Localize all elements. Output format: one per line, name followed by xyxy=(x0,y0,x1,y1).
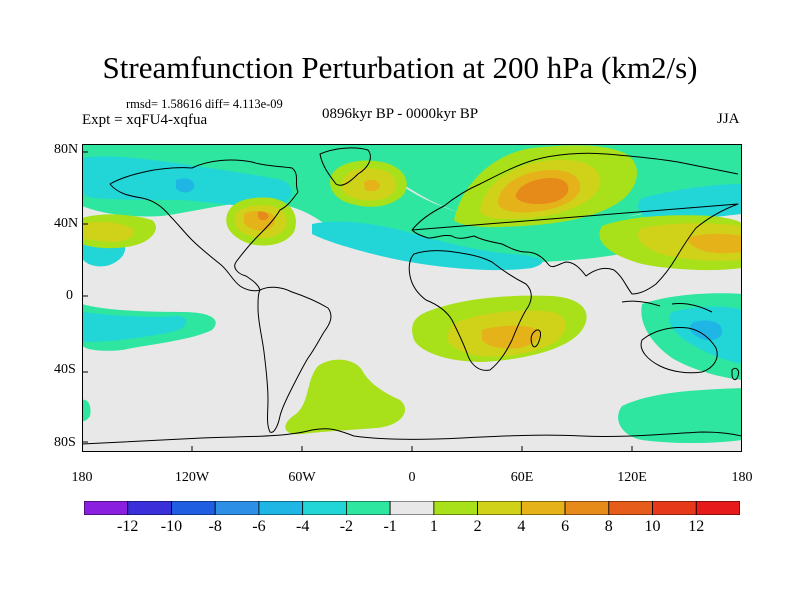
contour-neg4-pacific xyxy=(176,178,195,193)
lon-tick-label: 120W xyxy=(174,470,210,485)
map-title: Streamfunction Perturbation at 200 hPa (… xyxy=(102,50,698,85)
coast-new-zealand xyxy=(731,367,739,381)
contour-pos1-south-atlantic xyxy=(285,359,406,435)
lon-tick-label: 0 xyxy=(408,470,416,485)
coast-north-america xyxy=(109,159,299,292)
colorbar-swatch xyxy=(127,501,172,515)
lat-tick-label: 80S xyxy=(54,435,76,450)
colorbar-swatch xyxy=(608,501,653,515)
season-label: JJA xyxy=(717,111,740,127)
lon-tick-label: 60E xyxy=(510,470,534,485)
colorbar-swatch xyxy=(695,501,740,515)
contour-pos4-south-indian xyxy=(482,325,540,349)
lat-tick-label: 40N xyxy=(54,216,79,231)
colorbar-swatch xyxy=(258,501,304,515)
colorbar-swatch xyxy=(84,501,129,515)
rmsd-stats-label: rmsd= 1.58616 diff= 4.113e-09 xyxy=(126,97,283,111)
colorbar-swatch xyxy=(477,501,522,515)
contour-pos6-north-america xyxy=(258,211,269,221)
coast-south-america xyxy=(257,286,332,433)
colorbar-swatch xyxy=(171,501,216,515)
colorbar-swatch xyxy=(214,501,260,515)
colorbar-swatch xyxy=(564,501,610,515)
contour-pos6-eurasia xyxy=(515,178,569,204)
contour-neg2-east-asia xyxy=(638,184,742,222)
colorbar-label: 12 xyxy=(688,518,705,535)
colorbar-label: -8 xyxy=(208,518,222,535)
colorbar-label: -1 xyxy=(383,518,397,535)
lon-tick-label: 180 xyxy=(731,470,753,485)
experiment-label: Expt = xqFU4-xqfua xyxy=(82,112,208,128)
coast-africa xyxy=(408,250,532,371)
contour-neg4-australia xyxy=(689,320,723,341)
lon-tick-label: 60W xyxy=(288,470,316,485)
contour-pos4-nw-pacific xyxy=(688,233,742,254)
lon-tick-label: 120E xyxy=(617,470,647,485)
contour-neg-antarctic-west xyxy=(82,399,91,422)
lat-tick-label: 40S xyxy=(54,362,76,377)
contour-pos2-ne-pacific xyxy=(82,221,135,242)
coast-antarctica xyxy=(82,428,742,445)
lat-tick-label: 0 xyxy=(66,288,73,303)
colorbar-swatch xyxy=(433,501,478,515)
contour-neg2-atlantic xyxy=(312,221,543,271)
colorbar-label: 8 xyxy=(604,518,613,535)
colorbar-label: 4 xyxy=(517,518,526,535)
period-label: 0896kyr BP - 0000kyr BP xyxy=(322,106,479,122)
colorbar-label: -2 xyxy=(339,518,354,535)
lon-tick-label: 180 xyxy=(71,470,93,485)
coast-australia xyxy=(640,327,718,374)
colorbar-label: -4 xyxy=(295,518,310,535)
colorbar-label: -10 xyxy=(160,518,183,535)
colorbar-swatch xyxy=(345,501,391,515)
colorbar-swatch xyxy=(302,501,347,515)
colorbar-label: 1 xyxy=(429,518,438,535)
colorbar-label: -12 xyxy=(117,518,139,535)
colorbar-label: 10 xyxy=(644,518,661,535)
colorbar xyxy=(84,501,740,515)
coastlines xyxy=(82,147,742,445)
coast-madagascar xyxy=(530,329,541,348)
colorbar-swatch xyxy=(389,501,435,515)
contour-neg2-east-pacific xyxy=(82,312,187,342)
lat-tick-label: 80N xyxy=(54,142,79,157)
coast-europe-asia xyxy=(411,152,739,295)
coast-indonesia xyxy=(621,300,713,313)
colorbar-label: 2 xyxy=(473,518,482,535)
colorbar-label: 6 xyxy=(561,518,570,535)
colorbar-swatch xyxy=(652,501,697,515)
colorbar-label: -6 xyxy=(252,518,266,535)
map-frame xyxy=(82,144,742,452)
contour-pos4-north-atlantic xyxy=(364,179,380,192)
axis-ticks xyxy=(82,151,633,452)
coast-greenland xyxy=(319,147,371,186)
contour-neg-antarctic xyxy=(618,388,742,443)
colorbar-swatch xyxy=(520,501,566,515)
